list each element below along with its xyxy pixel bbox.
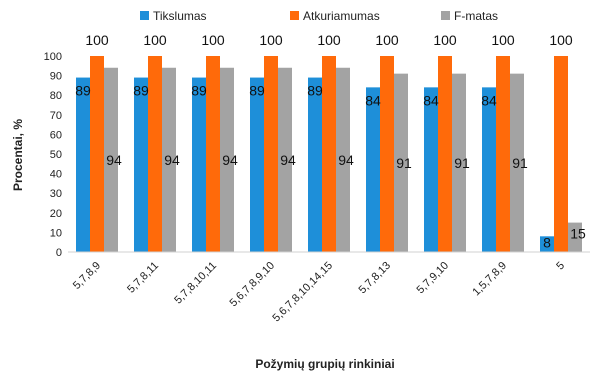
y-tick-label: 90 [50,71,62,83]
x-tick-label: 5,7,9,10 [415,260,452,297]
bar-f-matas [220,67,234,252]
data-label-tikslumas: 89 [191,83,207,99]
y-tick-label: 30 [50,188,62,200]
legend: Tikslumas Atkuriamumas F-matas [140,9,498,23]
data-label-f-matas: 91 [512,155,528,171]
data-label-tikslumas: 84 [481,92,497,108]
data-label-f-matas: 15 [570,226,586,242]
data-label-atkuriamumas: 100 [259,32,283,48]
y-axis-title: Procentai, % [11,119,25,191]
data-label-f-matas: 94 [164,152,180,168]
bar-tikslumas [250,77,264,252]
data-label-atkuriamumas: 100 [143,32,167,48]
y-tick-label: 70 [50,110,62,122]
bar-f-matas [452,73,466,252]
bars [76,56,582,252]
x-axis-title: Požymių grupių rinkiniai [255,357,394,371]
data-label-tikslumas: 89 [75,83,91,99]
y-tick-label: 100 [44,51,62,63]
bar-f-matas [394,73,408,252]
bar-atkuriamumas [554,56,568,252]
data-label-f-matas: 91 [396,155,412,171]
legend-label: F-matas [454,9,498,23]
x-tick-label: 1,5,7,8,9 [470,260,509,299]
y-tick-label: 80 [50,90,62,102]
x-tick-label: 5,7,8,9 [71,260,103,292]
bar-tikslumas [192,77,206,252]
bar-atkuriamumas [438,56,452,252]
data-label-atkuriamumas: 100 [317,32,341,48]
data-label-tikslumas: 89 [307,83,323,99]
data-label-f-matas: 94 [338,152,354,168]
bar-f-matas [336,67,350,252]
x-tick-label: 5,7,8,11 [125,260,161,296]
bar-f-matas [278,67,292,252]
data-label-atkuriamumas: 100 [85,32,109,48]
data-label-tikslumas: 89 [133,83,149,99]
bar-tikslumas [366,87,380,252]
data-label-atkuriamumas: 100 [433,32,457,48]
bar-tikslumas [540,236,554,252]
x-axis: 5,7,8,9 5,7,8,11 5,7,8,10,11 5,6,7,8,9,105,… [68,251,590,325]
x-tick-label: 5,6,7,8,10,14,15 [270,260,335,325]
data-label-atkuriamumas: 100 [375,32,399,48]
bar-f-matas [104,67,118,252]
legend-swatch [441,11,450,20]
x-tick-label: 5 [554,260,567,273]
data-label-f-matas: 94 [106,152,122,168]
bar-f-matas [568,222,582,252]
y-tick-label: 60 [50,129,62,141]
x-tick-label: 5,7,8,10,11 [172,260,219,307]
y-tick-label: 10 [50,227,62,239]
y-tick-label: 50 [50,149,62,161]
x-tick-label: 5,7,8,13 [357,260,394,297]
data-label-f-matas: 94 [222,152,238,168]
bar-f-matas [162,67,176,252]
data-labels: 89 100 94 89 100 94 89 100 94 89 100 94 89 100 94 84 100… [75,32,586,250]
data-label-tikslumas: 84 [365,92,381,108]
bar-atkuriamumas [380,56,394,252]
legend-label: Tikslumas [153,9,207,23]
bar-atkuriamumas [496,56,510,252]
data-label-atkuriamumas: 100 [491,32,515,48]
bar-tikslumas [482,87,496,252]
data-label-f-matas: 94 [280,152,296,168]
y-axis: 0 10 20 30 40 50 60 70 80 90 100 [44,51,62,259]
legend-swatch [140,11,149,20]
y-tick-label: 20 [50,208,62,220]
data-label-f-matas: 91 [454,155,470,171]
y-tick-label: 0 [56,247,62,259]
data-label-tikslumas: 89 [249,83,265,99]
data-label-atkuriamumas: 100 [549,32,573,48]
x-tick-label: 5,6,7,8,9,10 [228,260,278,310]
bar-tikslumas [76,77,90,252]
bar-atkuriamumas [264,56,278,252]
data-label-atkuriamumas: 100 [201,32,225,48]
legend-swatch [290,11,299,20]
bar-atkuriamumas [90,56,104,252]
bar-tikslumas [134,77,148,252]
bar-atkuriamumas [206,56,220,252]
bar-atkuriamumas [322,56,336,252]
bar-f-matas [510,73,524,252]
data-label-tikslumas: 8 [543,234,551,250]
bar-tikslumas [308,77,322,252]
y-tick-label: 40 [50,169,62,181]
bar-tikslumas [424,87,438,252]
bar-atkuriamumas [148,56,162,252]
legend-label: Atkuriamumas [303,9,380,23]
data-label-tikslumas: 84 [423,92,439,108]
